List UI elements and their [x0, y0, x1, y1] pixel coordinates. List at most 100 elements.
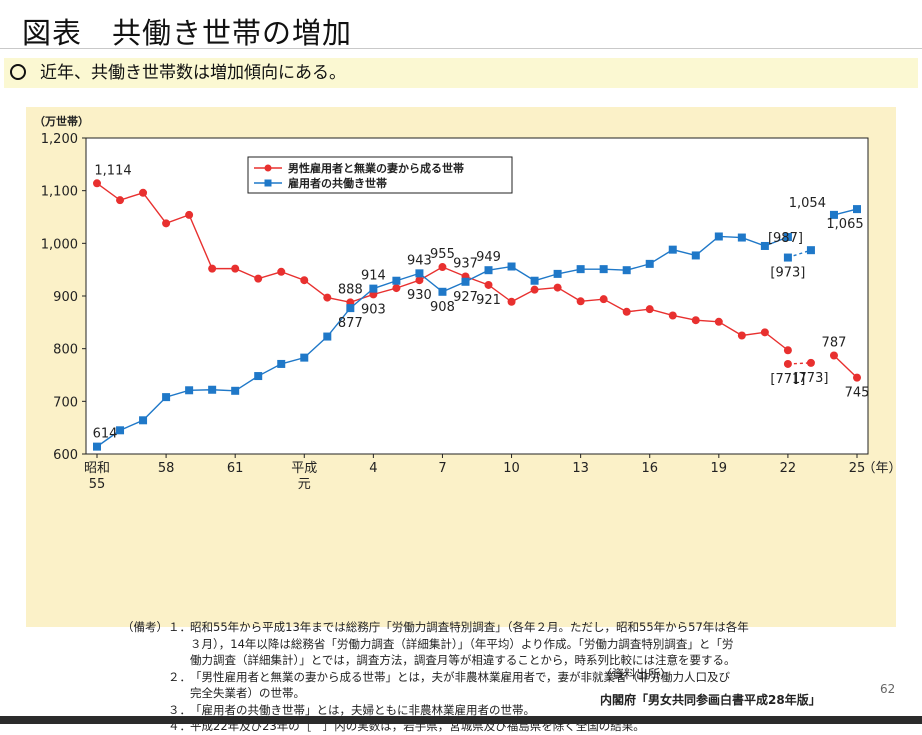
note-lead: [122, 669, 168, 686]
data-point: [208, 385, 217, 394]
x-tick-label: 7: [438, 461, 446, 476]
data-point: [645, 259, 654, 268]
summary-text: 近年、共働き世帯数は増加傾向にある。: [40, 63, 346, 83]
note-number: ３．: [168, 702, 191, 717]
data-point: [139, 188, 148, 197]
note-number: [168, 685, 190, 702]
circle-bullet-icon: [10, 64, 26, 80]
note-lead: [122, 636, 168, 653]
y-tick-label: 900: [53, 290, 78, 305]
legend-label: 男性雇用者と無業の妻から成る世帯: [288, 161, 464, 175]
data-point: [231, 386, 240, 395]
x-tick-label: 4: [369, 461, 377, 476]
x-tick-label: 16: [641, 461, 658, 476]
data-point: [576, 265, 585, 274]
data-point: [668, 245, 677, 254]
data-point: [231, 264, 240, 273]
note-text: 昭和55年から平成13年までは総務庁「労働力調査特別調査」（各年２月。ただし，昭…: [190, 620, 749, 634]
data-point: [484, 280, 493, 289]
note-text: ３月），14年以降は総務省「労働力調査（詳細集計）」（年平均）より作成。「労働力…: [190, 636, 734, 651]
data-point: [691, 316, 700, 325]
data-point: [507, 297, 516, 306]
x-tick-label: 19: [711, 461, 728, 476]
data-point: [853, 373, 861, 382]
data-label: 1,114: [94, 163, 131, 178]
data-point: [208, 264, 217, 273]
y-axis-unit: （万世帯）: [34, 114, 89, 128]
note-line: ２． 「男性雇用者と無業の妻から成る世帯」とは，夫が非農林業雇用者で，妻が非就業者…: [122, 669, 749, 686]
x-tick-label: 10: [503, 461, 520, 476]
note-number: [168, 652, 190, 669]
note-text: 「雇用者の共働き世帯」とは，夫婦ともに非農林業雇用者の世帯。: [190, 702, 535, 717]
note-lead: [122, 652, 168, 669]
data-point: [691, 251, 700, 260]
note-lead: [122, 685, 168, 702]
data-point: [116, 196, 125, 205]
data-point: [645, 305, 654, 314]
note-number: ２．: [168, 669, 191, 684]
data-point: [530, 276, 539, 285]
note-line: 完全失業者）の世帯。: [122, 685, 749, 702]
data-point: [853, 205, 861, 214]
data-label: 614: [93, 427, 118, 442]
data-label: 745: [845, 386, 870, 401]
y-tick-label: 700: [53, 395, 78, 410]
data-point: [484, 266, 493, 275]
source-block: （資料出所） 内閣府「男女共同参画白書平成28年版」: [600, 661, 821, 713]
data-point: [576, 297, 585, 306]
data-point: [277, 267, 286, 276]
x-tick-label: 昭和: [84, 461, 110, 476]
data-point: [254, 372, 263, 381]
data-label: 927: [453, 290, 478, 305]
data-point: [323, 332, 332, 341]
data-point: [829, 351, 838, 360]
data-point: [300, 276, 309, 285]
data-point: [783, 359, 792, 368]
data-point: [277, 359, 286, 368]
note-line: 働力調査（詳細集計）」とでは，調査方法，調査月等が相違することから，時系列比較に…: [122, 652, 749, 669]
x-tick-label: 61: [227, 461, 244, 476]
data-point: [185, 210, 194, 219]
y-tick-label: 600: [53, 448, 78, 463]
data-point: [162, 219, 171, 228]
bottom-bar: [0, 716, 922, 724]
data-point: [93, 442, 101, 451]
data-label: [771]: [770, 372, 805, 387]
source-text: 内閣府「男女共同参画白書平成28年版」: [600, 693, 821, 707]
chart-panel: 600 700 800 900 1,000 1,100 1,200 （万世帯） 昭和 55 58 61…: [26, 107, 896, 733]
data-label: 908: [430, 300, 455, 315]
data-point: [829, 210, 838, 219]
title-divider: [0, 48, 922, 49]
data-point: [507, 262, 516, 271]
note-line: （備考） １． 昭和55年から平成13年までは総務庁「労働力調査特別調査」（各年２月…: [122, 619, 749, 636]
legend-box: [247, 156, 513, 194]
note-line: ３月），14年以降は総務省「労働力調査（詳細集計）」（年平均）より作成。「労働力…: [122, 636, 749, 653]
line-chart: 600 700 800 900 1,000 1,100 1,200 （万世帯） 昭和55 58 61…: [34, 114, 896, 492]
data-point: [300, 353, 309, 362]
page-title: 図表 共働き世帯の増加: [22, 16, 353, 50]
data-point: [392, 284, 401, 293]
data-point: [806, 246, 815, 255]
data-point: [93, 179, 101, 188]
data-label: 1,054: [789, 196, 826, 211]
data-label: 1,065: [826, 217, 863, 232]
x-tick-label: 13: [572, 461, 589, 476]
note-text: 「男性雇用者と無業の妻から成る世帯」とは，夫が非農林業雇用者で，妻が非就業者（非…: [190, 669, 731, 684]
data-point: [737, 331, 746, 340]
note-number: [168, 636, 190, 653]
data-label: 955: [430, 247, 455, 262]
x-axis-unit: （年）: [862, 461, 896, 476]
data-point: [392, 276, 401, 285]
data-point: [116, 426, 125, 435]
data-label: 921: [476, 293, 501, 308]
data-point: [438, 263, 447, 272]
x-tick-label: 22: [780, 461, 797, 476]
note-lead: （備考）: [122, 620, 168, 634]
note-number: １．: [168, 620, 191, 634]
data-point: [714, 232, 723, 241]
x-tick-label: 55: [89, 477, 106, 492]
data-point: [553, 283, 562, 292]
data-label: [773]: [793, 371, 828, 386]
data-point: [760, 328, 769, 337]
data-point: [162, 393, 171, 402]
